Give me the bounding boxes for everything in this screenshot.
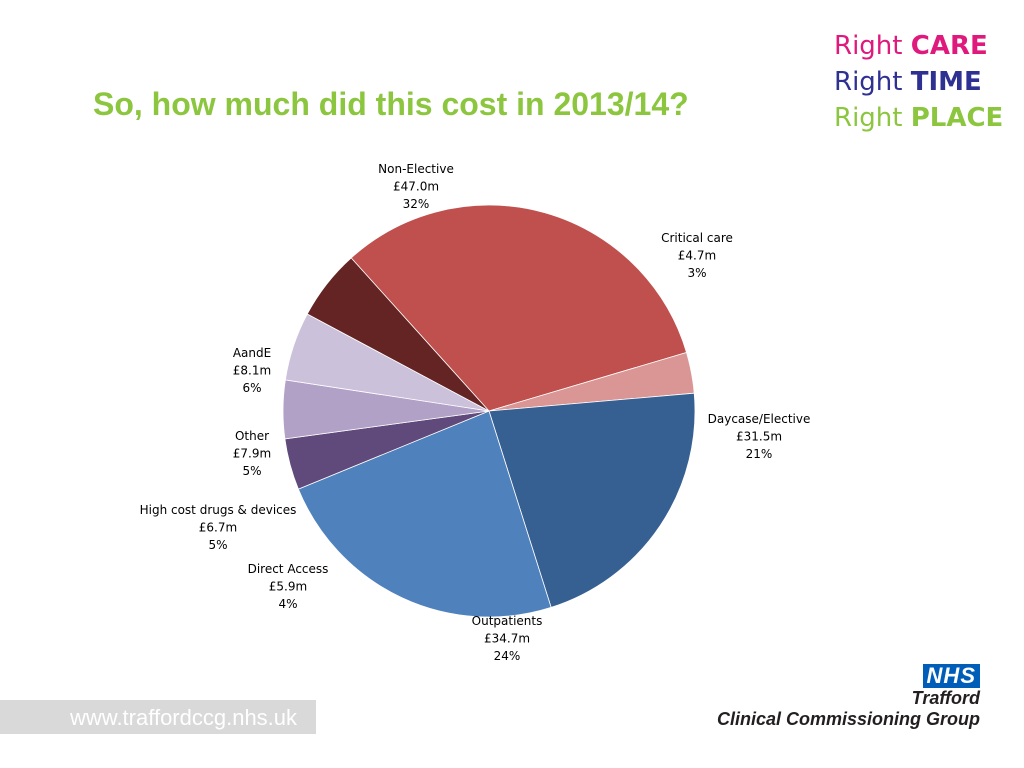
slice-amount: £47.0m <box>393 180 439 194</box>
pie-slice-outpatients <box>297 410 552 618</box>
slice-percent: 5% <box>242 464 261 478</box>
slice-percent: 24% <box>494 649 521 663</box>
slice-amount: £4.7m <box>678 249 716 263</box>
slice-label: Critical care <box>661 231 733 245</box>
slice-percent: 5% <box>208 538 227 552</box>
tagline-care: Right CARE <box>834 28 1003 64</box>
pie-slice-aande <box>306 257 490 412</box>
slice-amount: £31.5m <box>736 430 782 444</box>
slice-label: Non-Elective <box>378 162 454 176</box>
slice-label: Daycase/Elective <box>708 412 811 426</box>
nhs-branding: NHS Trafford Clinical Commissioning Grou… <box>717 664 980 730</box>
slice-label: Other <box>235 429 269 443</box>
tagline: Right CARE Right TIME Right PLACE <box>834 28 1003 136</box>
tagline-emphasis: CARE <box>910 31 988 61</box>
slice-amount: £6.7m <box>199 521 237 535</box>
data-label-daycase-elective: Daycase/Elective £31.5m 21% <box>708 412 811 461</box>
slice-label: Direct Access <box>248 562 329 576</box>
data-label-other: Other £7.9m 5% <box>233 429 271 478</box>
tagline-emphasis: TIME <box>910 67 982 97</box>
tagline-place: Right PLACE <box>834 100 1003 136</box>
tagline-emphasis: PLACE <box>910 103 1004 133</box>
pie-slice-daycase-elective <box>488 392 696 608</box>
data-label-non-elective: Non-Elective £47.0m 32% <box>378 162 454 211</box>
org-name: Trafford <box>911 688 980 708</box>
slice-amount: £34.7m <box>484 632 530 646</box>
website-banner: www.traffordccg.nhs.uk <box>0 700 316 734</box>
slice-label: Outpatients <box>472 614 543 628</box>
data-label-direct-access: Direct Access £5.9m 4% <box>248 562 329 611</box>
slice-percent: 4% <box>278 597 297 611</box>
slice-amount: £8.1m <box>233 364 271 378</box>
slice-percent: 32% <box>403 197 430 211</box>
website-url[interactable]: www.traffordccg.nhs.uk <box>70 705 298 730</box>
slice-amount: £7.9m <box>233 447 271 461</box>
slice-label: AandE <box>233 346 271 360</box>
slice-percent: 3% <box>687 266 706 280</box>
nhs-logo: NHS <box>922 664 980 688</box>
slice-label: High cost drugs & devices <box>140 503 297 517</box>
data-label-aande: AandE £8.1m 6% <box>233 346 271 395</box>
data-label-high-cost-drugs-devices: High cost drugs & devices £6.7m 5% <box>140 503 297 552</box>
data-label-critical-care: Critical care £4.7m 3% <box>661 231 733 280</box>
slice-amount: £5.9m <box>269 580 307 594</box>
tagline-time: Right TIME <box>834 64 1003 100</box>
pie-slice-non-elective <box>350 204 688 412</box>
slice-percent: 21% <box>746 447 773 461</box>
tagline-word: Right <box>834 67 903 97</box>
tagline-word: Right <box>834 31 903 61</box>
slide-title: So, how much did this cost in 2013/14? <box>93 86 689 122</box>
org-subtitle: Clinical Commissioning Group <box>716 709 980 729</box>
slice-percent: 6% <box>242 381 261 395</box>
tagline-word: Right <box>834 103 903 133</box>
data-label-outpatients: Outpatients £34.7m 24% <box>472 614 543 663</box>
